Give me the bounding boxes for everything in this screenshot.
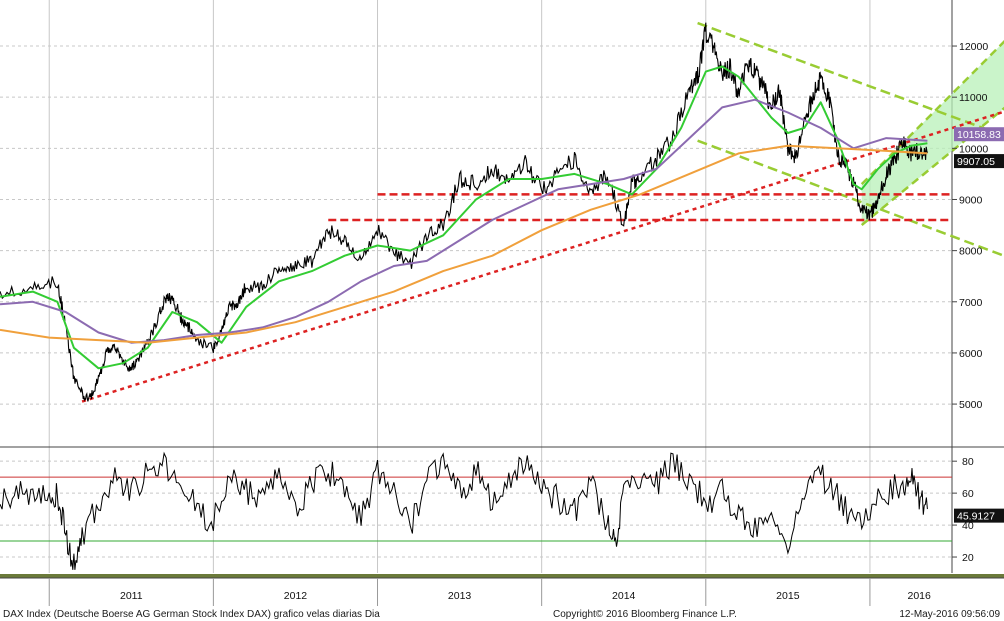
time-axis-band [0, 574, 1004, 578]
price-series-line [0, 22, 928, 402]
price-tick-label: 6000 [959, 348, 983, 360]
year-label: 2012 [284, 590, 308, 602]
oscillator-tick-label: 80 [962, 456, 974, 468]
price-tick-label: 9000 [959, 194, 983, 206]
price-tick-label: 10000 [959, 143, 988, 155]
oscillator-tick-label: 20 [962, 552, 974, 564]
rising-channel-lower-line [860, 106, 1004, 227]
oscillator-tick-label: 60 [962, 488, 974, 500]
year-label: 2015 [776, 590, 800, 602]
price-series [0, 22, 928, 402]
moving-average-line-2 [0, 98, 928, 344]
time-axis: 2011 2012 2013 2014 2015 2016 [0, 574, 1004, 606]
last-price-value-text: 9907.05 [957, 156, 995, 168]
oscillator-series-line [0, 451, 928, 570]
oscillator-last-value-text: 45.9127 [957, 511, 995, 523]
footer-copyright: Copyright© 2016 Bloomberg Finance L.P. [553, 609, 737, 620]
price-tick-label: 11000 [959, 92, 988, 104]
oscillator-grid [0, 460, 952, 558]
price-tick-label: 7000 [959, 297, 983, 309]
oscillator-y-axis: 80 60 40 20 [952, 456, 974, 564]
year-label: 2014 [612, 590, 636, 602]
falling-channel-upper-line [697, 21, 1004, 137]
year-label: 2013 [448, 590, 472, 602]
price-plot-area [0, 0, 952, 445]
footer-description: DAX Index (Deutsche Boerse AG German Sto… [3, 609, 380, 620]
long-term-trend-line [81, 110, 1004, 403]
price-tick-label: 12000 [959, 41, 988, 53]
price-tick-label: 5000 [959, 399, 983, 411]
footer-timestamp: 12-May-2016 09:56:09 [899, 609, 1000, 620]
year-label: 2016 [907, 590, 931, 602]
year-label: 2011 [120, 590, 143, 602]
moving-average-line-1 [0, 65, 928, 370]
last-price-value-box [954, 154, 1004, 169]
oscillator-tick-label: 40 [962, 520, 974, 532]
oscillator-series [0, 451, 928, 570]
footer: DAX Index (Deutsche Boerse AG German Sto… [3, 609, 1000, 620]
rising-channel-upper-line [860, 40, 1004, 186]
oscillator-last-value-box [954, 508, 1004, 523]
moving-average-last-value-box [954, 127, 1004, 142]
price-grid [0, 0, 1004, 573]
moving-average-last-value-text: 10158.83 [957, 129, 1001, 141]
price-y-axis: 12000 11000 10000 9000 8000 7000 6000 5000 [952, 41, 988, 411]
price-tick-label: 8000 [959, 246, 983, 258]
value-labels: 10158.83 9907.05 45.9127 [954, 127, 1004, 523]
rising-channel-fill [861, 41, 1004, 226]
moving-average-line-3 [0, 144, 928, 344]
